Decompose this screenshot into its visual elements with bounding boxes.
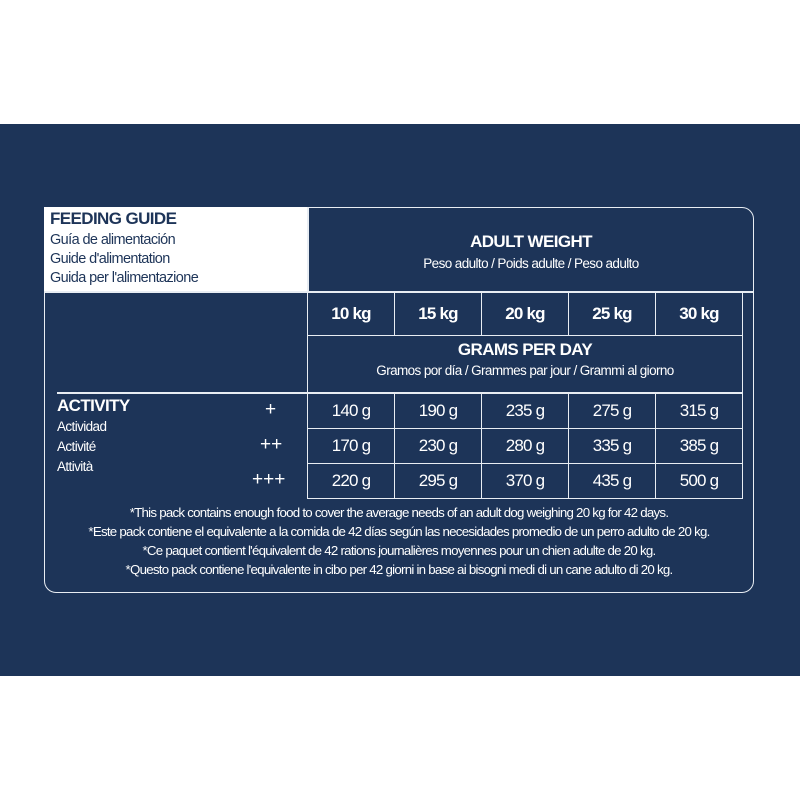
grams-cell: 280 g [481,428,569,464]
weight-header-cell: 10 kg [307,291,395,336]
adult-weight-label: ADULT WEIGHT [470,232,592,251]
activity-level: + [265,399,277,420]
footnote: *This pack contains enough food to cover… [129,505,669,520]
grams-header-cell [307,335,743,394]
title-main: FEEDING GUIDE [50,209,177,228]
grams-cell: 140 g [307,393,395,429]
activity-label: ACTIVITY [57,396,130,415]
divider [307,207,309,293]
footnote: *Ce paquet contient l'équivalent de 42 r… [142,543,656,558]
grams-cell: 190 g [394,393,482,429]
activity-level: ++ [260,434,283,455]
grams-cell: 335 g [568,428,656,464]
grams-cell: 275 g [568,393,656,429]
activity-es: Actividad [57,419,107,434]
footnote: *Questo pack contiene l'equivalente in c… [125,562,674,577]
weight-header-cell: 25 kg [568,291,656,336]
title-fr: Guide d'alimentation [50,251,170,267]
grams-cell: 170 g [307,428,395,464]
grams-cell: 385 g [655,428,743,464]
feeding-table-frame [44,207,754,593]
grams-cell: 500 g [655,463,743,499]
footnote: *Este pack contiene el equivalente a la … [88,524,710,539]
weight-header-cell: 15 kg [394,291,482,336]
grams-cell: 295 g [394,463,482,499]
activity-it: Attività [57,459,93,474]
grams-cell: 230 g [394,428,482,464]
activity-fr: Activité [57,439,96,454]
weight-header-cell: 30 kg [655,291,743,336]
activity-level: +++ [252,469,286,490]
grams-cell: 315 g [655,393,743,429]
grams-per-day-translations: Gramos por día / Grammes par jour / Gram… [376,363,674,378]
weight-header-cell: 20 kg [481,291,569,336]
grams-cell: 235 g [481,393,569,429]
title-it: Guida per l'alimentazione [50,270,199,286]
grams-cell: 220 g [307,463,395,499]
grams-cell: 435 g [568,463,656,499]
grams-per-day-label: GRAMS PER DAY [457,340,593,359]
title-box [44,207,307,291]
grams-cell: 370 g [481,463,569,499]
title-es: Guía de alimentación [50,232,176,248]
adult-weight-translations: Peso adulto / Poids adulte / Peso adulto [423,256,639,271]
divider [57,392,743,394]
